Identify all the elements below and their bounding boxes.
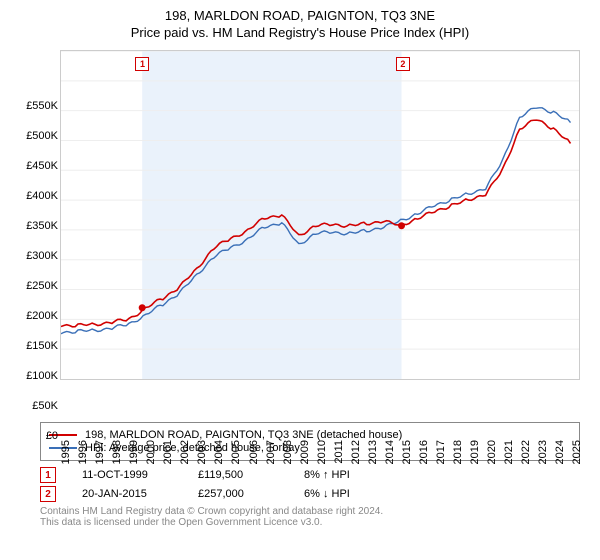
y-tick-label: £150K (12, 340, 58, 352)
x-tick-label: 2009 (299, 440, 311, 464)
x-tick-label: 2002 (179, 440, 191, 464)
x-tick-label: 2015 (401, 440, 413, 464)
x-tick-label: 2011 (333, 440, 345, 464)
y-tick-label: £100K (12, 370, 58, 382)
x-tick-label: 2023 (537, 440, 549, 464)
x-tick-label: 2013 (367, 440, 379, 464)
y-tick-label: £550K (12, 100, 58, 112)
x-tick-label: 2017 (435, 440, 447, 464)
y-tick-label: £200K (12, 310, 58, 322)
y-tick-label: £500K (12, 130, 58, 142)
x-tick-label: 2010 (316, 440, 328, 464)
x-tick-label: 1999 (128, 440, 140, 464)
footnote: Contains HM Land Registry data © Crown c… (40, 506, 580, 528)
marker-table-date: 20-JAN-2015 (82, 488, 172, 500)
chart-container: 198, MARLDON ROAD, PAIGNTON, TQ3 3NE Pri… (0, 0, 600, 532)
x-tick-label: 2020 (486, 440, 498, 464)
x-tick-label: 2019 (469, 440, 481, 464)
x-tick-label: 2005 (230, 440, 242, 464)
sale-marker-label-2: 2 (396, 57, 410, 71)
x-tick-label: 2021 (503, 440, 515, 464)
x-tick-label: 1995 (60, 440, 72, 464)
y-tick-label: £0 (12, 430, 58, 442)
chart-subtitle: Price paid vs. HM Land Registry's House … (10, 25, 590, 40)
plot-area: 12 (60, 50, 580, 380)
x-axis: 1995 1996 1997 1998 1999 2000 2001 2002 2003 2004… (60, 438, 582, 478)
x-tick-label: 2007 (265, 440, 277, 464)
x-tick-label: 1996 (77, 440, 89, 464)
marker-table-num: 1 (40, 467, 56, 483)
y-axis: £0£50K£100K£150K£200K£250K£300K£350K£400… (12, 106, 60, 438)
x-tick-label: 2004 (213, 440, 225, 464)
x-tick-label: 2008 (282, 440, 294, 464)
marker-table-row: 2 20-JAN-2015 £257,000 6% ↓ HPI (40, 486, 580, 502)
x-tick-label: 2012 (350, 440, 362, 464)
sale-marker-dot (139, 304, 146, 311)
marker-table-hpi: 6% ↓ HPI (304, 488, 384, 500)
chart-title: 198, MARLDON ROAD, PAIGNTON, TQ3 3NE (10, 8, 590, 23)
marker-table-num: 2 (40, 486, 56, 502)
footnote-line-2: This data is licensed under the Open Gov… (40, 517, 580, 528)
x-tick-label: 2016 (418, 440, 430, 464)
y-tick-label: £250K (12, 280, 58, 292)
y-tick-label: £450K (12, 160, 58, 172)
x-tick-label: 1997 (94, 440, 106, 464)
sale-marker-dot (398, 222, 405, 229)
y-tick-label: £50K (12, 400, 58, 412)
x-tick-label: 1998 (111, 440, 123, 464)
footnote-line-1: Contains HM Land Registry data © Crown c… (40, 506, 580, 517)
x-tick-label: 2018 (452, 440, 464, 464)
y-tick-label: £350K (12, 220, 58, 232)
x-tick-label: 2014 (384, 440, 396, 464)
marker-table-price: £257,000 (198, 488, 278, 500)
sale-marker-label-1: 1 (135, 57, 149, 71)
x-tick-label: 2003 (196, 440, 208, 464)
x-tick-label: 2001 (162, 440, 174, 464)
shaded-period-band (142, 51, 401, 379)
y-tick-label: £300K (12, 250, 58, 262)
plot-svg (61, 51, 579, 379)
x-tick-label: 2025 (571, 440, 583, 464)
y-tick-label: £400K (12, 190, 58, 202)
x-tick-label: 2024 (554, 440, 566, 464)
x-tick-label: 2000 (145, 440, 157, 464)
x-tick-label: 2006 (248, 440, 260, 464)
x-tick-label: 2022 (520, 440, 532, 464)
